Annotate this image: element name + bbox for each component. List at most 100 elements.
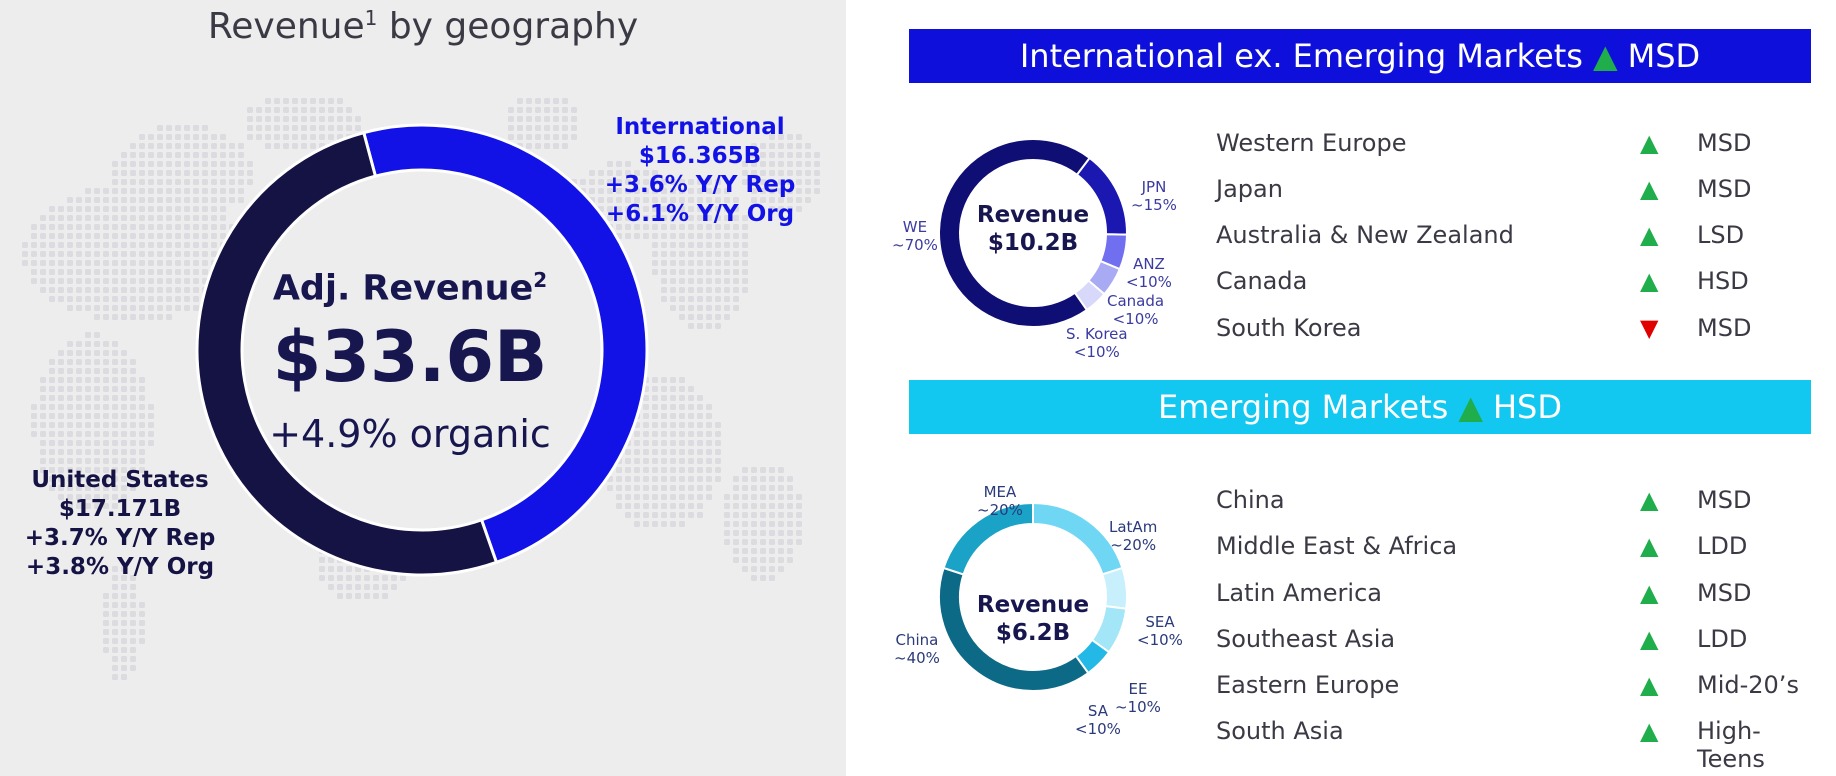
map-dot <box>130 251 136 257</box>
map-dot <box>535 116 541 122</box>
map-dot <box>130 215 136 221</box>
map-dot <box>94 269 100 275</box>
map-dot <box>787 530 793 536</box>
map-dot <box>49 467 55 473</box>
map-dot <box>733 242 739 248</box>
map-dot <box>94 341 100 347</box>
map-dot <box>535 107 541 113</box>
map-dot <box>121 359 127 365</box>
map-dot <box>346 593 352 599</box>
map-dot <box>184 125 190 131</box>
map-dot <box>148 224 154 230</box>
map-dot <box>670 395 676 401</box>
map-dot <box>220 206 226 212</box>
map-dot <box>112 161 118 167</box>
map-dot <box>166 314 172 320</box>
map-dot <box>130 359 136 365</box>
map-dot <box>328 134 334 140</box>
map-dot <box>130 665 136 671</box>
map-dot <box>94 467 100 473</box>
map-dot <box>31 422 37 428</box>
map-dot <box>103 638 109 644</box>
map-dot <box>733 269 739 275</box>
map-dot <box>121 593 127 599</box>
map-dot <box>157 233 163 239</box>
map-dot <box>508 107 514 113</box>
map-dot <box>94 197 100 203</box>
map-dot <box>706 323 712 329</box>
map-dot <box>130 485 136 491</box>
map-dot <box>787 557 793 563</box>
map-dot <box>67 449 73 455</box>
map-dot <box>148 233 154 239</box>
map-dot <box>265 125 271 131</box>
map-dot <box>679 296 685 302</box>
map-dot <box>769 521 775 527</box>
label-sa: SA <10% <box>1075 702 1121 738</box>
map-dot <box>661 197 667 203</box>
map-dot <box>130 638 136 644</box>
map-dot <box>805 170 811 176</box>
map-dot <box>247 125 253 131</box>
map-dot <box>751 152 757 158</box>
map-dot <box>355 575 361 581</box>
map-dot <box>85 296 91 302</box>
map-dot <box>31 278 37 284</box>
map-dot <box>778 476 784 482</box>
map-dot <box>166 215 172 221</box>
map-dot <box>670 179 676 185</box>
map-dot <box>148 215 154 221</box>
map-dot <box>121 665 127 671</box>
map-dot <box>94 251 100 257</box>
map-dot <box>697 287 703 293</box>
map-dot <box>319 566 325 572</box>
map-dot <box>130 296 136 302</box>
map-dot <box>121 449 127 455</box>
map-dot <box>301 143 307 149</box>
map-dot <box>58 467 64 473</box>
map-dot <box>112 476 118 482</box>
map-dot <box>139 377 145 383</box>
map-dot <box>184 224 190 230</box>
map-dot <box>661 224 667 230</box>
map-dot <box>121 188 127 194</box>
map-dot <box>94 485 100 491</box>
map-dot <box>121 197 127 203</box>
map-dot <box>121 629 127 635</box>
map-dot <box>679 206 685 212</box>
us-label: United States $17.171B +3.7% Y/Y Rep +3.… <box>24 467 216 580</box>
map-dot <box>184 287 190 293</box>
map-dot <box>157 269 163 275</box>
map-dot <box>544 143 550 149</box>
map-dot <box>283 98 289 104</box>
map-dot <box>193 152 199 158</box>
map-dot <box>103 620 109 626</box>
map-dot <box>562 125 568 131</box>
map-dot <box>85 242 91 248</box>
map-dot <box>67 305 73 311</box>
map-dot <box>670 296 676 302</box>
adj-revenue-label: Adj. Revenue2 <box>272 268 548 309</box>
map-dot <box>175 206 181 212</box>
map-dot <box>796 494 802 500</box>
map-dot <box>364 575 370 581</box>
map-dot <box>103 341 109 347</box>
map-dot <box>184 278 190 284</box>
up-triangle-icon: ▲ <box>1640 579 1659 607</box>
map-dot <box>310 98 316 104</box>
map-dot <box>643 206 649 212</box>
map-dot <box>742 503 748 509</box>
map-dot <box>121 305 127 311</box>
map-dot <box>139 440 145 446</box>
map-dot <box>751 143 757 149</box>
map-dot <box>139 197 145 203</box>
map-dot <box>769 557 775 563</box>
map-dot <box>688 305 694 311</box>
map-dot <box>733 224 739 230</box>
map-dot <box>175 161 181 167</box>
map-dot <box>706 440 712 446</box>
map-dot <box>589 170 595 176</box>
map-dot <box>598 188 604 194</box>
map-dot <box>751 512 757 518</box>
map-dot <box>40 287 46 293</box>
